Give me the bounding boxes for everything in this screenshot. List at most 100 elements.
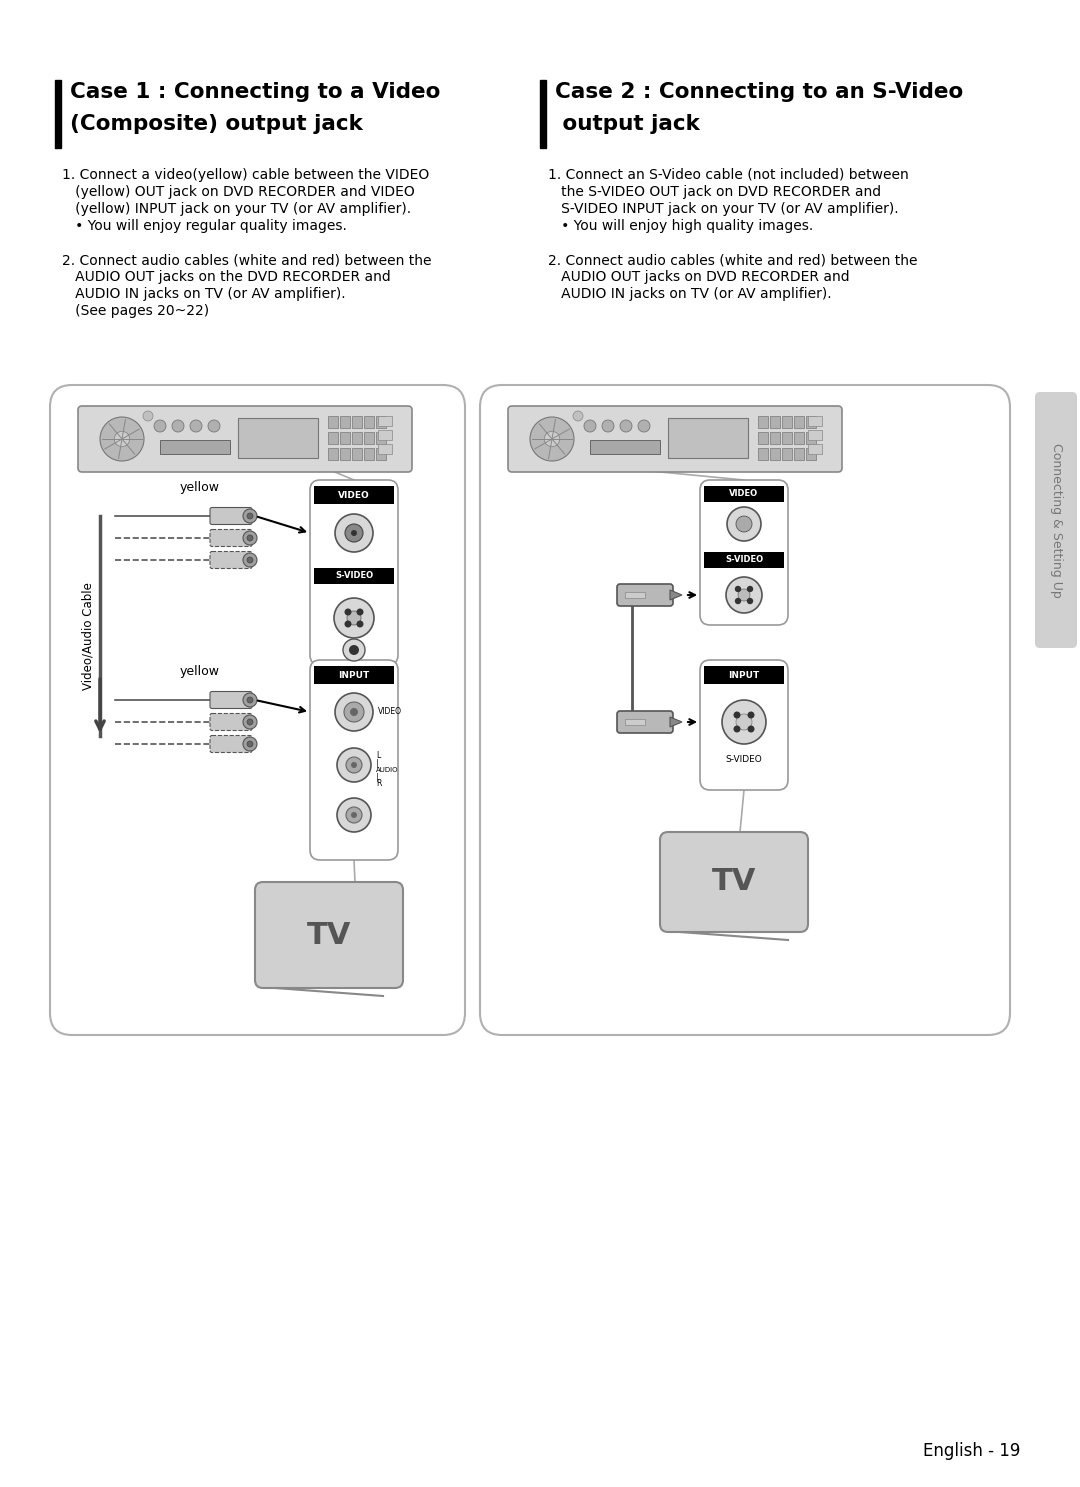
Text: S-VIDEO: S-VIDEO [335, 571, 373, 580]
Bar [160, 440, 230, 454]
FancyBboxPatch shape [255, 882, 403, 987]
Circle shape [335, 515, 373, 552]
Text: R: R [376, 779, 381, 788]
Circle shape [343, 639, 365, 662]
FancyBboxPatch shape [617, 711, 673, 733]
Circle shape [351, 761, 357, 767]
Circle shape [734, 586, 741, 592]
Bar [314, 666, 394, 684]
Circle shape [335, 693, 373, 732]
Circle shape [747, 726, 755, 733]
Circle shape [726, 577, 762, 613]
Circle shape [154, 419, 166, 433]
Circle shape [247, 535, 253, 541]
Text: Case 1 : Connecting to a Video: Case 1 : Connecting to a Video [70, 82, 441, 103]
Text: yellow: yellow [180, 665, 220, 678]
Bar [758, 448, 768, 459]
Text: • You will enjoy high quality images.: • You will enjoy high quality images. [548, 219, 813, 233]
Text: (yellow) INPUT jack on your TV (or AV amplifier).: (yellow) INPUT jack on your TV (or AV am… [62, 202, 411, 216]
Text: AUDIO: AUDIO [376, 767, 399, 773]
Text: TV: TV [712, 867, 756, 897]
Circle shape [337, 748, 372, 782]
Circle shape [243, 553, 257, 567]
Text: VIDEO: VIDEO [338, 491, 369, 500]
Circle shape [243, 715, 257, 729]
Circle shape [746, 598, 753, 604]
Bar [340, 433, 350, 445]
Bar [704, 486, 784, 503]
Text: Case 2 : Connecting to an S-Video: Case 2 : Connecting to an S-Video [555, 82, 963, 103]
Bar [378, 430, 392, 440]
Bar [782, 448, 792, 459]
Bar [794, 448, 804, 459]
Circle shape [638, 419, 650, 433]
Circle shape [190, 419, 202, 433]
Bar [770, 448, 780, 459]
Text: English - 19: English - 19 [922, 1442, 1020, 1460]
Bar [340, 448, 350, 459]
Circle shape [530, 416, 573, 461]
Circle shape [247, 558, 253, 564]
Bar [378, 445, 392, 454]
Bar [758, 416, 768, 428]
Circle shape [735, 516, 752, 532]
Text: 2. Connect audio cables (white and red) between the: 2. Connect audio cables (white and red) … [548, 253, 918, 268]
Bar [352, 433, 362, 445]
Bar [314, 486, 394, 504]
Bar [376, 416, 386, 428]
FancyBboxPatch shape [210, 507, 252, 525]
Polygon shape [670, 717, 681, 727]
Bar [808, 430, 822, 440]
Bar [808, 445, 822, 454]
Circle shape [243, 693, 257, 706]
Bar [782, 433, 792, 445]
Bar [55, 80, 60, 149]
Bar [770, 416, 780, 428]
Text: (Composite) output jack: (Composite) output jack [70, 114, 363, 134]
Bar [340, 416, 350, 428]
Text: yellow: yellow [180, 480, 220, 494]
Bar [364, 416, 374, 428]
Bar [794, 416, 804, 428]
Circle shape [345, 523, 363, 541]
Circle shape [727, 507, 761, 541]
Bar [364, 433, 374, 445]
Circle shape [172, 419, 184, 433]
Bar [669, 418, 748, 458]
Circle shape [584, 419, 596, 433]
Circle shape [114, 431, 130, 446]
Text: S-VIDEO: S-VIDEO [725, 556, 764, 565]
Bar [625, 592, 645, 598]
Text: output jack: output jack [555, 114, 700, 134]
Circle shape [247, 513, 253, 519]
Bar [328, 448, 338, 459]
FancyBboxPatch shape [617, 584, 673, 607]
Circle shape [243, 531, 257, 546]
Circle shape [100, 416, 144, 461]
Text: (yellow) OUT jack on DVD RECORDER and VIDEO: (yellow) OUT jack on DVD RECORDER and VI… [62, 184, 415, 199]
Circle shape [347, 611, 361, 625]
Circle shape [208, 419, 220, 433]
Circle shape [356, 620, 364, 628]
Bar [806, 448, 816, 459]
Text: 2. Connect audio cables (white and red) between the: 2. Connect audio cables (white and red) … [62, 253, 432, 268]
Text: |: | [376, 760, 379, 769]
FancyBboxPatch shape [50, 385, 465, 1035]
Circle shape [351, 812, 357, 818]
Circle shape [350, 708, 357, 717]
Circle shape [247, 720, 253, 726]
FancyBboxPatch shape [310, 480, 399, 665]
Bar [352, 416, 362, 428]
Bar [376, 448, 386, 459]
Bar [364, 448, 374, 459]
Circle shape [746, 586, 753, 592]
Bar [238, 418, 318, 458]
Bar [328, 416, 338, 428]
Bar [328, 433, 338, 445]
Bar [758, 433, 768, 445]
Circle shape [544, 431, 559, 446]
Text: |: | [376, 773, 379, 782]
Circle shape [735, 714, 752, 730]
FancyBboxPatch shape [210, 529, 252, 547]
Circle shape [723, 700, 766, 744]
